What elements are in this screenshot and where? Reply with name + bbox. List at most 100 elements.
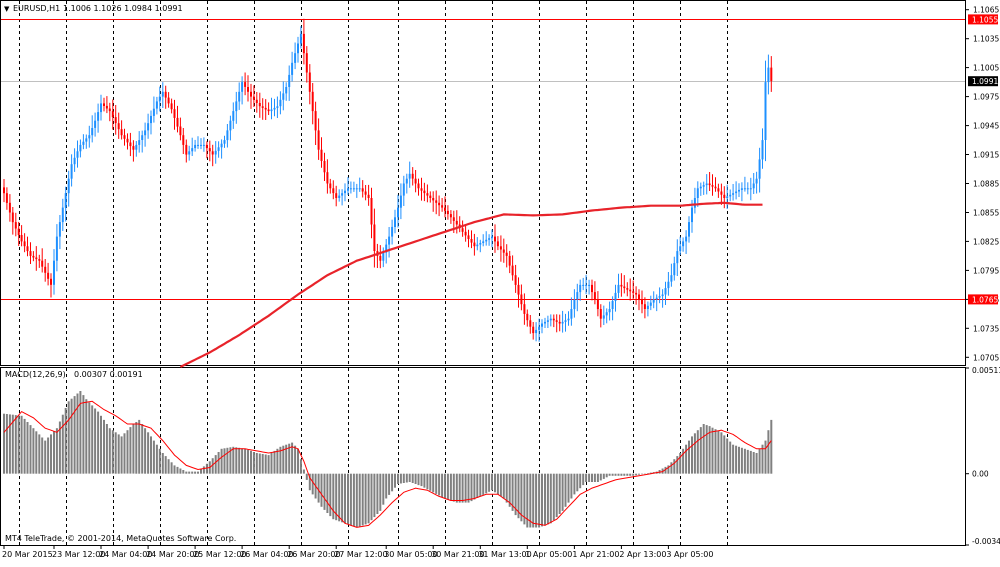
macd-bar-242 bbox=[714, 429, 717, 474]
macd-bar-18 bbox=[55, 428, 58, 474]
macd-bar-129 bbox=[382, 473, 385, 505]
macd-bar-231 bbox=[682, 448, 685, 474]
macd-bar-157 bbox=[464, 473, 467, 503]
candle-body-17 bbox=[53, 260, 55, 285]
candle-body-198 bbox=[585, 284, 588, 286]
macd-bar-4 bbox=[14, 415, 17, 474]
macd-bar-13 bbox=[41, 437, 44, 474]
candle-body-197 bbox=[582, 284, 585, 286]
macd-bar-26 bbox=[79, 391, 82, 474]
macd-bar-99 bbox=[294, 445, 297, 474]
menu-arrow-icon[interactable]: ▼ bbox=[4, 5, 10, 13]
macd-bar-105 bbox=[311, 473, 314, 495]
candle-body-208 bbox=[614, 292, 617, 301]
horizontal-lines[interactable] bbox=[1, 19, 965, 300]
candle-body-53 bbox=[158, 96, 161, 102]
macd-bar-150 bbox=[444, 473, 446, 499]
candle-body-5 bbox=[17, 228, 20, 235]
candle-body-77 bbox=[229, 120, 232, 131]
candle-body-94 bbox=[279, 99, 282, 107]
candle-body-12 bbox=[38, 259, 41, 261]
candle-body-224 bbox=[661, 294, 664, 297]
candle-body-225 bbox=[664, 288, 667, 295]
price-pane[interactable] bbox=[0, 0, 966, 366]
price-tick-label-5: 1.0915 bbox=[973, 151, 999, 160]
candle-body-226 bbox=[667, 281, 670, 289]
candle-body-159 bbox=[470, 239, 473, 243]
candlesticks bbox=[3, 18, 773, 342]
macd-bar-2 bbox=[8, 414, 11, 474]
macd-bar-252 bbox=[743, 448, 746, 474]
candle-body-106 bbox=[314, 111, 317, 131]
candle-body-261 bbox=[770, 67, 773, 82]
macd-bar-160 bbox=[473, 473, 476, 500]
macd-bar-132 bbox=[391, 473, 394, 492]
candle-body-64 bbox=[191, 148, 194, 152]
macd-bar-124 bbox=[367, 473, 370, 524]
candle-body-116 bbox=[344, 190, 346, 194]
price-tick-label-0: 1.1065 bbox=[973, 6, 999, 15]
macd-bar-67 bbox=[200, 469, 202, 474]
macd-bar-60 bbox=[179, 468, 182, 474]
macd-bar-128 bbox=[379, 473, 382, 511]
candle-body-191 bbox=[564, 320, 567, 322]
macd-bar-56 bbox=[167, 459, 170, 474]
macd-pane[interactable] bbox=[0, 367, 966, 546]
candle-body-125 bbox=[370, 198, 373, 225]
candle-body-160 bbox=[473, 242, 476, 247]
candle-body-89 bbox=[264, 107, 267, 110]
macd-bar-243 bbox=[717, 430, 720, 474]
candle-body-37 bbox=[111, 111, 114, 118]
macd-bar-36 bbox=[108, 428, 111, 474]
time-label-2: 24 Mar 04:00 bbox=[99, 550, 152, 559]
ohlc-readout: 1.1006 1.1026 1.0984 1.0991 bbox=[63, 4, 183, 13]
price-tag-1[interactable] bbox=[968, 294, 998, 305]
candle-body-173 bbox=[511, 265, 514, 276]
price-tick-label-9: 1.0795 bbox=[973, 266, 999, 275]
candle-body-66 bbox=[197, 144, 199, 146]
macd-bar-109 bbox=[323, 473, 326, 510]
price-axis[interactable]: 1.1065 1.1035 1.1005 1.0975 1.0945 1.0915 1.08… bbox=[965, 6, 999, 363]
candle-body-212 bbox=[626, 288, 629, 290]
candle-body-162 bbox=[479, 243, 482, 245]
macd-title: MACD(12,26,9) bbox=[5, 370, 66, 379]
candle-body-217 bbox=[641, 299, 643, 305]
macd-bar-241 bbox=[711, 427, 714, 474]
candle-body-65 bbox=[194, 144, 197, 149]
price-tag-2[interactable] bbox=[968, 76, 998, 87]
macd-bar-54 bbox=[161, 453, 164, 474]
candle-body-114 bbox=[338, 195, 341, 198]
candle-body-233 bbox=[688, 222, 690, 237]
macd-bar-77 bbox=[229, 447, 232, 474]
price-tag-0[interactable] bbox=[968, 14, 998, 25]
candle-body-28 bbox=[85, 138, 88, 142]
candle-body-42 bbox=[126, 138, 129, 143]
candle-body-32 bbox=[97, 112, 100, 121]
macd-bar-111 bbox=[329, 473, 332, 517]
macd-bar-16 bbox=[50, 434, 52, 474]
time-label-12: 1 Apr 21:00 bbox=[572, 550, 619, 559]
candle-body-219 bbox=[646, 305, 649, 309]
candle-body-161 bbox=[476, 244, 479, 247]
macd-bar-43 bbox=[129, 427, 132, 474]
macd-bar-117 bbox=[347, 473, 349, 525]
macd-bar-23 bbox=[70, 398, 73, 474]
candle-body-20 bbox=[61, 207, 64, 223]
macd-bar-97 bbox=[288, 443, 291, 474]
candle-body-188 bbox=[555, 320, 558, 322]
macd-bar-131 bbox=[388, 473, 391, 495]
symbol-label: EURUSD,H1 bbox=[13, 4, 60, 13]
macd-bar-144 bbox=[426, 473, 429, 490]
candle-body-72 bbox=[214, 150, 217, 155]
candle-body-202 bbox=[596, 299, 599, 310]
candle-body-78 bbox=[232, 111, 235, 121]
macd-bar-6 bbox=[20, 415, 23, 474]
macd-bar-239 bbox=[705, 425, 708, 474]
macd-bar-205 bbox=[605, 473, 608, 478]
macd-bar-52 bbox=[155, 444, 158, 474]
candle-body-43 bbox=[129, 142, 132, 147]
macd-bar-212 bbox=[626, 473, 629, 476]
